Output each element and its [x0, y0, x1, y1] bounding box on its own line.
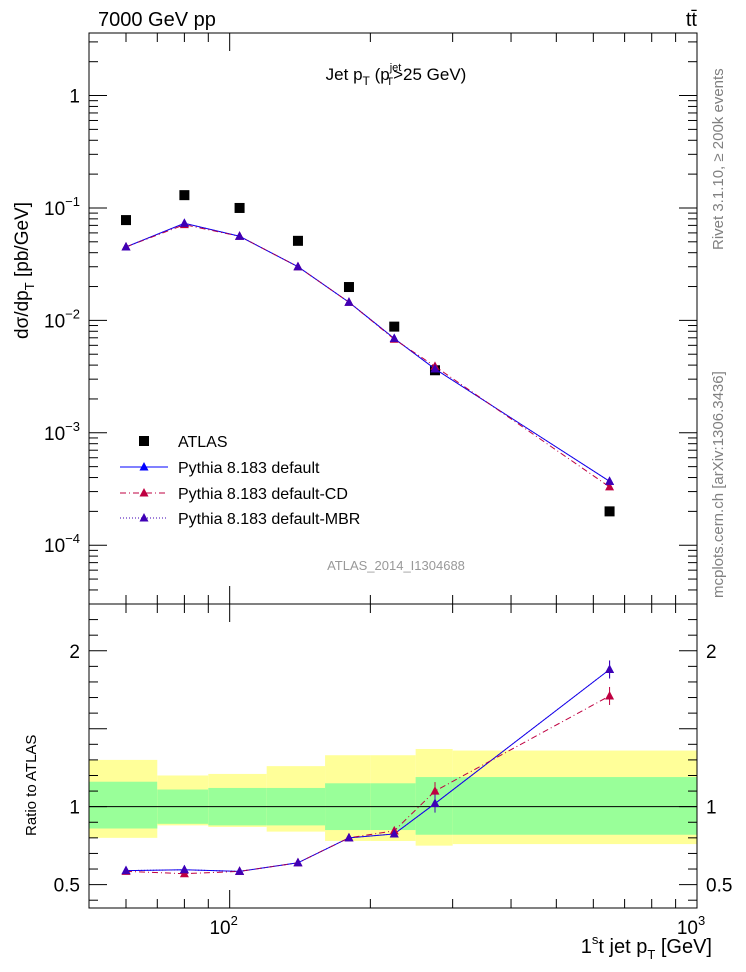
header-right: tt̄ — [686, 9, 698, 31]
ratio-uncertainty-bands — [89, 748, 697, 846]
mc-point — [121, 241, 131, 251]
analysis-id: ATLAS_2014_I1304688 — [327, 558, 465, 573]
y-tick-label: 1 — [69, 87, 80, 108]
legend: ATLAS Pythia 8.183 default Pythia 8.183 de… — [120, 434, 360, 528]
ratio-plot-frame — [88, 603, 698, 909]
ratio-point — [344, 832, 354, 842]
y-tick-label: 10−3 — [44, 419, 80, 445]
mc-point — [235, 231, 245, 240]
y-tick-label: 10−4 — [44, 531, 80, 557]
mc-point — [430, 363, 440, 373]
legend-label: Pythia 8.183 default-CD — [178, 486, 348, 503]
data-point — [343, 282, 354, 293]
legend-label: Pythia 8.183 default-MBR — [178, 511, 360, 528]
axis-ticks — [88, 33, 698, 908]
data-point — [121, 215, 132, 226]
mc-point — [605, 476, 615, 485]
ratio-tick-label-right: 1 — [706, 798, 717, 819]
plot-title: Jet pT (pjet T>25 GeV) — [326, 62, 467, 88]
ratio-line — [125, 669, 610, 872]
data-point — [389, 321, 400, 332]
x-axis-label: 1st jet pT [GeV] — [581, 932, 712, 962]
y-axis-label-main: dσ/dpT [pb/GeV] — [12, 202, 37, 339]
ratio-point — [235, 866, 245, 875]
band-inner — [452, 777, 697, 835]
ratio-line — [125, 695, 610, 875]
legend-marker — [139, 513, 149, 522]
mc-point — [179, 218, 189, 227]
mc-point — [344, 297, 354, 306]
data-point — [234, 202, 245, 213]
ratio-tick-label: 2 — [69, 642, 80, 663]
ratio-point — [293, 857, 303, 867]
ratio-point — [121, 865, 131, 875]
mcplots-source: mcplots.cern.ch [arXiv:1306.3436] — [710, 371, 727, 598]
ratio-point — [179, 864, 189, 874]
legend-marker — [139, 436, 149, 446]
mc-point — [389, 333, 399, 342]
x-tick-label: 102 — [209, 913, 237, 939]
ratio-tick-label-right: 0.5 — [706, 876, 732, 897]
data-point — [292, 235, 303, 246]
axis-tick-labels: 1 10−1 10−2 10−3 10−4 0.5 0.5 1 1 2 2 102 103 — [44, 87, 732, 939]
x-tick-label: 103 — [677, 913, 705, 939]
band-inner — [89, 781, 158, 829]
series-line — [125, 222, 610, 482]
y-tick-label: 10−1 — [44, 194, 80, 220]
data-point — [179, 190, 190, 201]
header-left: 7000 GeV pp — [98, 9, 216, 31]
legend-label: ATLAS — [178, 434, 228, 451]
mc-point — [293, 261, 303, 271]
ratio-tick-label: 1 — [69, 798, 80, 819]
mc-point — [605, 481, 615, 491]
y-tick-label: 10−2 — [44, 306, 80, 332]
series-layer — [121, 190, 615, 878]
legend-label: Pythia 8.183 default — [178, 460, 320, 477]
legend-marker — [139, 488, 149, 497]
y-axis-label-ratio: Ratio to ATLAS — [23, 735, 40, 836]
data-point — [604, 506, 615, 517]
legend-marker — [139, 462, 149, 471]
series-3 — [121, 218, 615, 875]
ratio-point — [389, 828, 399, 838]
ratio-tick-label-right: 2 — [706, 642, 717, 663]
rivet-version: Rivet 3.1.10, ≥ 200k events — [710, 68, 727, 250]
ratio-tick-label: 0.5 — [54, 876, 80, 897]
